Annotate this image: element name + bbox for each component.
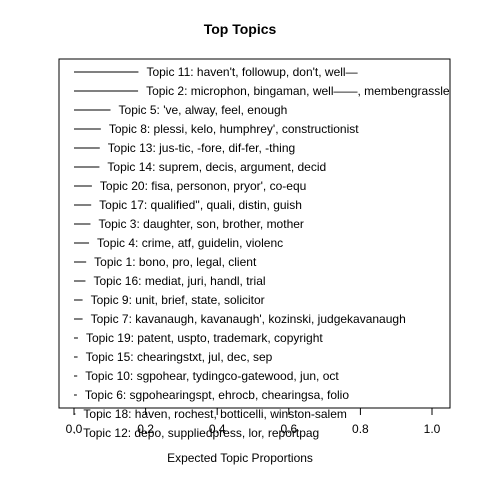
- topic-label: Topic 3: daughter, son, brother, mother: [98, 217, 303, 231]
- x-tick-label: 0.8: [352, 422, 369, 436]
- topic-labels: Topic 11: haven't, followup, don't, well…: [83, 65, 450, 440]
- topic-segments: [74, 71, 139, 434]
- topic-label: Topic 1: bono, pro, legal, client: [94, 255, 257, 269]
- topic-label: Topic 15: chearingstxt, jul, dec, sep: [86, 350, 273, 364]
- topic-label: Topic 9: unit, brief, state, solicitor: [91, 293, 265, 307]
- x-axis-label: Expected Topic Proportions: [167, 451, 313, 465]
- topic-label: Topic 4: crime, atf, guidelin, violenc: [97, 236, 283, 250]
- topic-label: Topic 2: microphon, bingaman, well——, me…: [146, 84, 450, 98]
- topic-label: Topic 8: plessi, kelo, humphrey', constr…: [109, 122, 359, 136]
- topic-label: Topic 20: fisa, personon, pryor', co-equ: [100, 179, 306, 193]
- x-axis: 0.0 0.2 0.4 0.6 0.8 1.0: [66, 407, 441, 436]
- topic-label: Topic 6: sgpohearingspt, ehrocb, chearin…: [85, 388, 349, 402]
- topic-label: Topic 12: depo, suppliedpress, lor, repo…: [83, 426, 319, 440]
- chart-title: Top Topics: [203, 21, 277, 37]
- topic-label: Topic 18: haven, rochest, botticelli, wi…: [83, 407, 346, 421]
- topic-label: Topic 14: suprem, decis, argument, decid: [107, 160, 326, 174]
- x-tick-label: 0.4: [209, 422, 226, 436]
- topic-label: Topic 17: qualified'', quali, distin, gu…: [99, 198, 302, 212]
- topic-label: Topic 19: patent, uspto, trademark, copy…: [86, 331, 323, 345]
- topic-label: Topic 16: mediat, juri, handl, trial: [93, 274, 265, 288]
- topic-label: Topic 5: 've, alway, feel, enough: [119, 103, 288, 117]
- topic-label: Topic 10: sgpohear, tydingco-gatewood, j…: [85, 369, 339, 383]
- topic-label: Topic 7: kavanaugh, kavanaugh', kozinski…: [91, 312, 406, 326]
- x-tick-label: 0.6: [280, 422, 297, 436]
- x-tick-label: 0.2: [137, 422, 154, 436]
- topic-label: Topic 13: jus-tic, -fore, dif-fer, -thin…: [108, 141, 295, 155]
- topic-label: Topic 11: haven't, followup, don't, well…: [146, 65, 357, 79]
- x-tick-label: 1.0: [424, 422, 441, 436]
- x-tick-label: 0.0: [66, 422, 83, 436]
